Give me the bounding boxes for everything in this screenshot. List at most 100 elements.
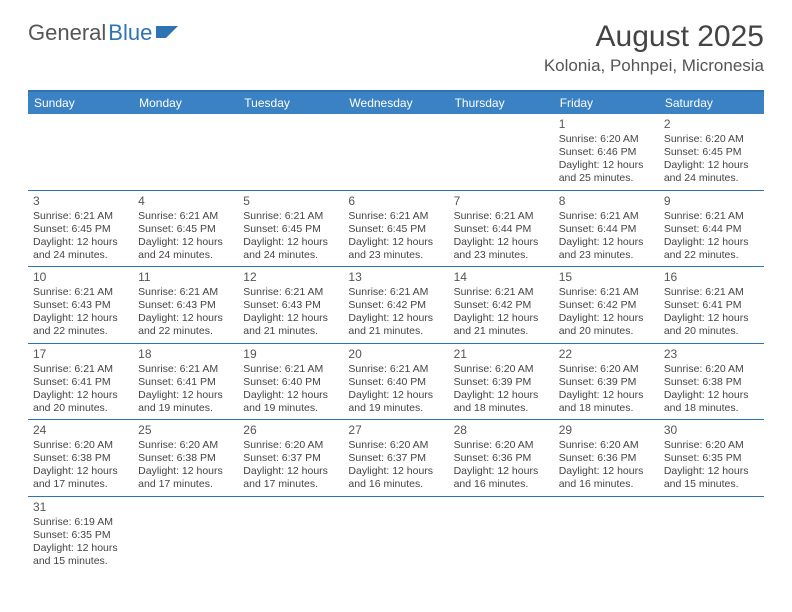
day-detail-line: Daylight: 12 hours [33,312,128,325]
day-number: 2 [664,117,759,132]
week-row: 17Sunrise: 6:21 AMSunset: 6:41 PMDayligh… [28,344,764,421]
dow-saturday: Saturday [659,92,764,114]
day-cell-empty [449,497,554,573]
logo-flag-icon [156,24,180,40]
day-detail-line: Daylight: 12 hours [559,465,654,478]
day-number: 9 [664,194,759,209]
day-cell: 4Sunrise: 6:21 AMSunset: 6:45 PMDaylight… [133,191,238,267]
day-detail-line: Daylight: 12 hours [664,312,759,325]
day-detail-line: Daylight: 12 hours [33,236,128,249]
day-detail-line: and 21 minutes. [454,325,549,338]
day-detail-line: and 17 minutes. [33,478,128,491]
day-detail-line: Sunrise: 6:21 AM [664,286,759,299]
week-row: 10Sunrise: 6:21 AMSunset: 6:43 PMDayligh… [28,267,764,344]
day-number: 3 [33,194,128,209]
day-detail-line: Sunset: 6:37 PM [348,452,443,465]
day-detail-line: and 20 minutes. [559,325,654,338]
day-detail-line: and 23 minutes. [348,249,443,262]
day-number: 13 [348,270,443,285]
day-detail-line: Daylight: 12 hours [33,389,128,402]
week-row: 1Sunrise: 6:20 AMSunset: 6:46 PMDaylight… [28,114,764,191]
day-of-week-header: Sunday Monday Tuesday Wednesday Thursday… [28,92,764,114]
logo-text-2: Blue [108,20,152,46]
dow-wednesday: Wednesday [343,92,448,114]
day-detail-line: Sunrise: 6:21 AM [559,286,654,299]
day-detail-line: Daylight: 12 hours [664,159,759,172]
day-cell-empty [133,497,238,573]
day-detail-line: Daylight: 12 hours [454,236,549,249]
day-detail-line: Daylight: 12 hours [243,312,338,325]
day-detail-line: Daylight: 12 hours [664,465,759,478]
day-number: 4 [138,194,233,209]
day-number: 31 [33,500,128,515]
day-detail-line: and 19 minutes. [138,402,233,415]
day-detail-line: Sunset: 6:44 PM [454,223,549,236]
day-cell: 29Sunrise: 6:20 AMSunset: 6:36 PMDayligh… [554,420,659,496]
day-cell: 31Sunrise: 6:19 AMSunset: 6:35 PMDayligh… [28,497,133,573]
day-detail-line: Sunset: 6:39 PM [559,376,654,389]
day-number: 7 [454,194,549,209]
day-detail-line: Sunset: 6:43 PM [243,299,338,312]
day-detail-line: Sunset: 6:36 PM [454,452,549,465]
day-cell: 30Sunrise: 6:20 AMSunset: 6:35 PMDayligh… [659,420,764,496]
day-detail-line: Daylight: 12 hours [243,389,338,402]
day-detail-line: Sunset: 6:37 PM [243,452,338,465]
day-detail-line: Sunrise: 6:19 AM [33,516,128,529]
day-detail-line: Sunset: 6:42 PM [454,299,549,312]
day-cell-empty [343,114,448,190]
day-detail-line: Sunrise: 6:20 AM [243,439,338,452]
page-header: GeneralBlue August 2025 Kolonia, Pohnpei… [0,0,792,84]
day-detail-line: Daylight: 12 hours [559,389,654,402]
day-detail-line: Sunrise: 6:21 AM [454,210,549,223]
day-detail-line: Sunset: 6:35 PM [33,529,128,542]
day-cell: 18Sunrise: 6:21 AMSunset: 6:41 PMDayligh… [133,344,238,420]
day-detail-line: and 20 minutes. [664,325,759,338]
day-number: 22 [559,347,654,362]
day-cell: 13Sunrise: 6:21 AMSunset: 6:42 PMDayligh… [343,267,448,343]
day-detail-line: and 24 minutes. [33,249,128,262]
day-detail-line: Daylight: 12 hours [138,389,233,402]
day-detail-line: Sunrise: 6:21 AM [348,286,443,299]
day-detail-line: Sunset: 6:40 PM [243,376,338,389]
day-cell-empty [133,114,238,190]
day-cell: 19Sunrise: 6:21 AMSunset: 6:40 PMDayligh… [238,344,343,420]
day-detail-line: Daylight: 12 hours [664,236,759,249]
dow-monday: Monday [133,92,238,114]
day-cell: 24Sunrise: 6:20 AMSunset: 6:38 PMDayligh… [28,420,133,496]
day-detail-line: and 16 minutes. [348,478,443,491]
day-detail-line: and 15 minutes. [664,478,759,491]
day-detail-line: and 20 minutes. [33,402,128,415]
day-detail-line: and 22 minutes. [664,249,759,262]
day-cell: 25Sunrise: 6:20 AMSunset: 6:38 PMDayligh… [133,420,238,496]
day-detail-line: Sunset: 6:41 PM [138,376,233,389]
day-detail-line: Sunrise: 6:20 AM [664,133,759,146]
day-detail-line: Sunrise: 6:20 AM [454,363,549,376]
calendar: Sunday Monday Tuesday Wednesday Thursday… [28,90,764,572]
day-detail-line: and 19 minutes. [348,402,443,415]
day-number: 17 [33,347,128,362]
day-detail-line: Sunrise: 6:20 AM [664,363,759,376]
logo-text-1: General [28,20,106,46]
day-detail-line: Sunrise: 6:20 AM [454,439,549,452]
day-detail-line: Sunset: 6:42 PM [348,299,443,312]
day-detail-line: Daylight: 12 hours [454,465,549,478]
day-number: 26 [243,423,338,438]
day-detail-line: and 23 minutes. [559,249,654,262]
day-detail-line: Sunset: 6:40 PM [348,376,443,389]
day-cell-empty [343,497,448,573]
day-cell: 12Sunrise: 6:21 AMSunset: 6:43 PMDayligh… [238,267,343,343]
day-detail-line: Sunrise: 6:20 AM [664,439,759,452]
day-number: 5 [243,194,338,209]
day-cell: 21Sunrise: 6:20 AMSunset: 6:39 PMDayligh… [449,344,554,420]
day-detail-line: Daylight: 12 hours [348,465,443,478]
day-detail-line: Sunrise: 6:21 AM [243,210,338,223]
day-detail-line: and 17 minutes. [243,478,338,491]
day-detail-line: Sunrise: 6:21 AM [454,286,549,299]
day-cell-empty [238,497,343,573]
day-detail-line: and 18 minutes. [454,402,549,415]
title-block: August 2025 Kolonia, Pohnpei, Micronesia [544,20,764,76]
day-number: 10 [33,270,128,285]
day-cell: 17Sunrise: 6:21 AMSunset: 6:41 PMDayligh… [28,344,133,420]
day-detail-line: Sunrise: 6:21 AM [348,363,443,376]
day-number: 30 [664,423,759,438]
